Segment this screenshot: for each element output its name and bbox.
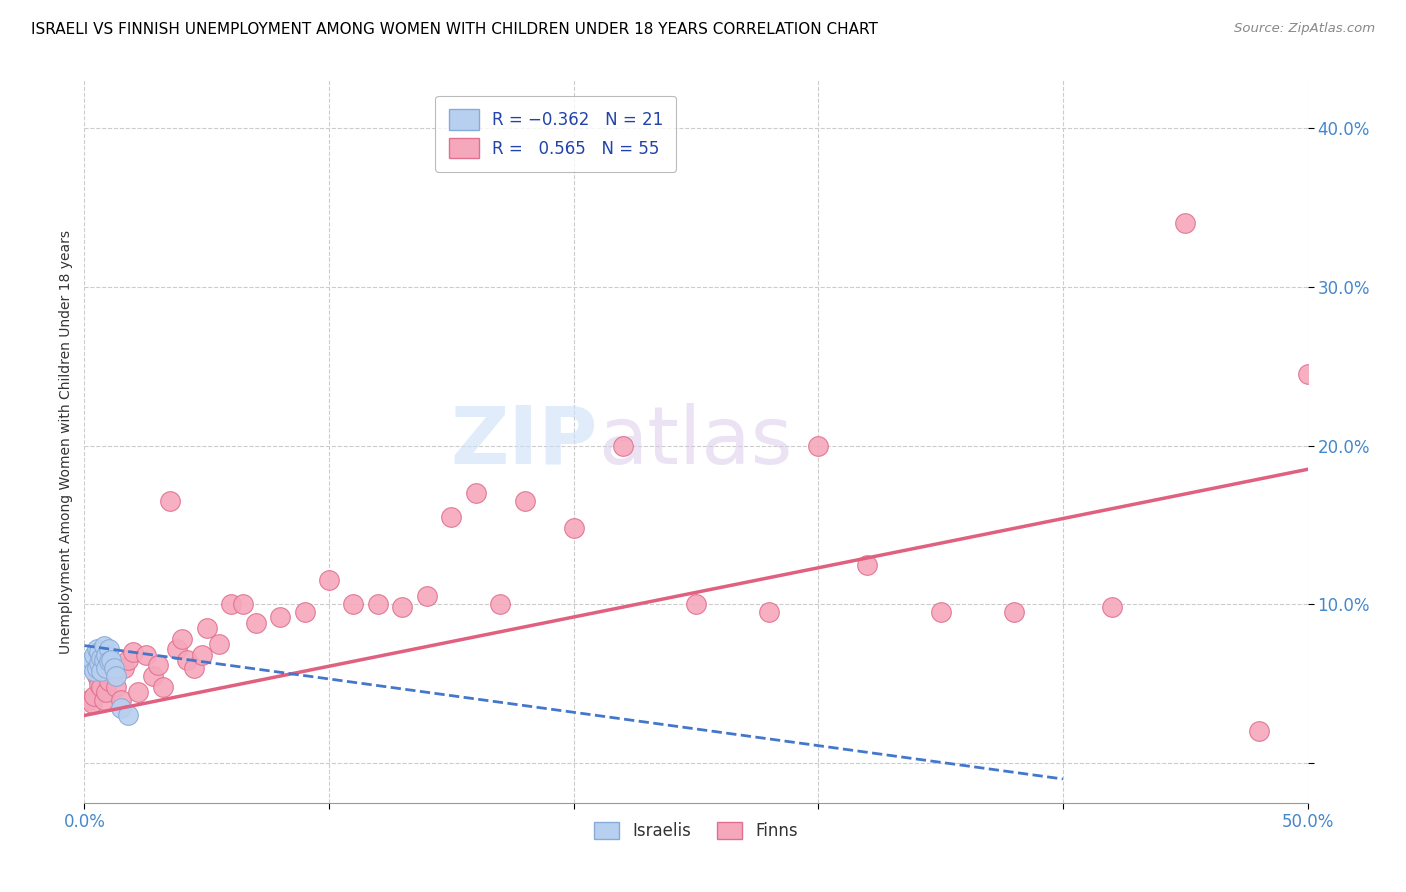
Point [87,645,110,659]
Point [232,597,254,611]
Point [294,605,316,619]
Point [87,676,110,690]
Point [183,661,205,675]
Text: atlas: atlas [598,402,793,481]
Point [77,657,100,672]
Point [117,708,139,723]
Point [245,616,267,631]
Point [100,653,122,667]
Point [166,641,188,656]
Text: Source: ZipAtlas.com: Source: ZipAtlas.com [1234,22,1375,36]
Point [96,661,118,675]
Point [440,510,463,524]
Point [86,641,108,656]
Point [416,590,439,604]
Point [685,597,707,611]
Point [103,664,125,678]
Point [80,653,103,667]
Point [112,661,135,675]
Point [191,648,214,662]
Point [1101,600,1123,615]
Point [856,558,879,572]
Point [97,673,120,688]
Point [269,610,291,624]
Point [1002,605,1025,619]
Point [83,664,105,678]
Point [90,651,112,665]
Point [195,621,218,635]
Point [87,656,110,670]
Text: ISRAELI VS FINNISH UNEMPLOYMENT AMONG WOMEN WITH CHILDREN UNDER 18 YEARS CORRELA: ISRAELI VS FINNISH UNEMPLOYMENT AMONG WO… [31,22,877,37]
Point [489,597,512,611]
Point [152,680,174,694]
Point [86,669,108,683]
Point [464,486,486,500]
Point [142,669,165,683]
Point [96,684,118,698]
Point [93,692,115,706]
Point [367,597,389,611]
Point [105,680,128,694]
Point [612,438,634,452]
Point [93,653,115,667]
Point [80,696,103,710]
Point [172,632,194,647]
Point [127,684,149,698]
Text: ZIP: ZIP [451,402,598,481]
Point [146,657,169,672]
Point [1247,724,1270,739]
Point [122,645,145,659]
Point [83,690,105,704]
Point [97,655,120,669]
Point [93,639,115,653]
Legend: Israelis, Finns: Israelis, Finns [588,815,804,847]
Point [110,700,132,714]
Point [758,605,780,619]
Point [176,653,198,667]
Point [159,494,181,508]
Point [90,680,112,694]
Point [97,641,120,656]
Point [86,661,108,675]
Point [391,600,413,615]
Point [90,664,112,678]
Point [208,637,231,651]
Point [103,661,125,675]
Point [562,521,585,535]
Point [117,653,139,667]
Point [318,574,340,588]
Point [929,605,952,619]
Point [77,692,100,706]
Point [135,648,157,662]
Point [105,669,128,683]
Point [807,438,830,452]
Point [1174,216,1197,230]
Point [83,648,105,662]
Point [96,648,118,662]
Point [342,597,364,611]
Point [513,494,536,508]
Point [219,597,242,611]
Point [110,692,132,706]
Point [1296,367,1319,381]
Y-axis label: Unemployment Among Women with Children Under 18 years: Unemployment Among Women with Children U… [59,229,73,654]
Point [93,657,115,672]
